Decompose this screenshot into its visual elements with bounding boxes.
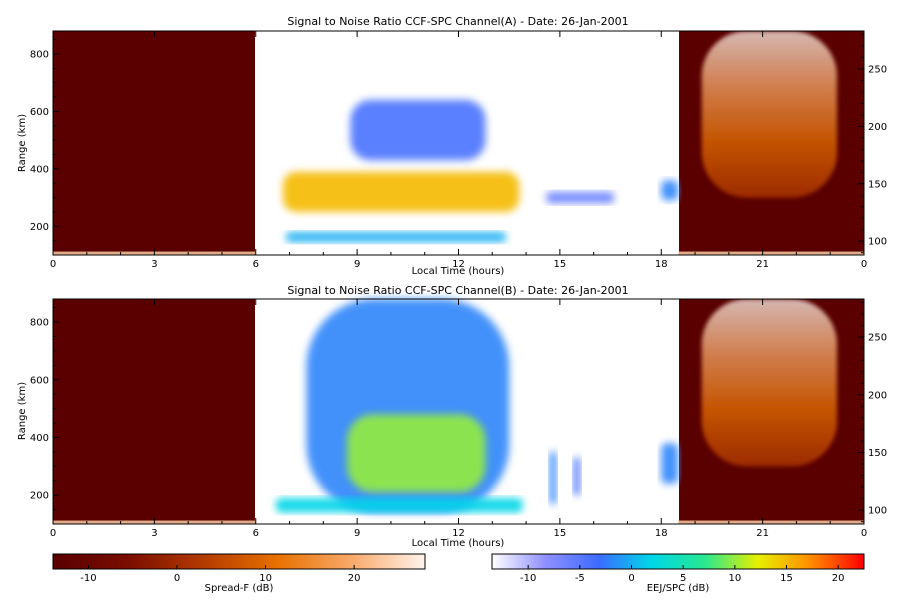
chart-a-ground-band-1: [678, 251, 864, 255]
chart-a: Signal to Noise Ratio CCF-SPC Channel(A)…: [17, 15, 887, 277]
chart-a-y-right-tick-label: 200: [868, 122, 887, 133]
chart-a-x-tick-label: 0: [861, 259, 867, 270]
chart-b-feature-1-1: [346, 414, 486, 493]
chart-a-y-tick-label: 400: [30, 164, 49, 175]
colorbar-eej: -10 -5 0 5 10 15 20 EEJ/SPC (dB): [491, 553, 865, 594]
chart-b-x-tick-label: 6: [253, 528, 259, 539]
chart-b-x-tick-label: 21: [756, 528, 769, 539]
chart-a-y-label: Range (km): [17, 114, 28, 172]
colorbar-eej-strip: [491, 553, 865, 570]
chart-a-x-tick-label: 21: [756, 259, 769, 270]
chart-b-y-axis: 200 400 600 800: [30, 307, 59, 511]
colorbar-tick-label: 20: [348, 573, 361, 584]
chart-a-y-axis: 200 400 600 800: [30, 39, 59, 242]
colorbar-tick-label: 10: [259, 573, 272, 584]
colorbar-tick-label: -10: [80, 573, 96, 584]
colorbar-spreadf: -10 0 10 20 Spread-F (dB): [52, 553, 426, 594]
chart-a-y-tick-label: 600: [30, 107, 49, 118]
chart-a-y-tick-label: 200: [30, 222, 49, 233]
colorbar-tick-label: 10: [728, 573, 741, 584]
chart-a-title: Signal to Noise Ratio CCF-SPC Channel(A)…: [287, 15, 628, 28]
chart-a-spreadf-left-panel: [53, 31, 255, 255]
chart-b-y-tick-label: 800: [30, 318, 49, 329]
chart-b-feature-2-0: [701, 299, 837, 467]
chart-a-plot: [52, 30, 865, 256]
chart-b-x-tick-label: 0: [861, 528, 867, 539]
chart-b-x-tick-label: 9: [354, 528, 360, 539]
colorbar-tick-label: 15: [780, 573, 793, 584]
chart-b-feature-1-3: [549, 451, 557, 504]
chart-b-y-right-tick-label: 150: [868, 448, 887, 459]
chart-b-y-right-tick-label: 100: [868, 506, 887, 517]
chart-a-y-right-tick-label: 250: [868, 64, 887, 75]
chart-a-x-label: Local Time (hours): [412, 266, 505, 277]
colorbar-tick-label: 0: [174, 573, 180, 584]
chart-b-spreadf-left-panel: [53, 299, 255, 524]
chart-a-x-tick-label: 12: [452, 259, 465, 270]
chart-b-x-tick-label: 3: [151, 528, 157, 539]
chart-a-feature-2-0: [701, 31, 837, 198]
chart-b-y-label: Range (km): [17, 382, 28, 440]
chart-b-y-right-axis: 100 150 200 250: [858, 301, 887, 523]
chart-b-plot: [52, 298, 865, 525]
chart-a-y-right-tick-label: 150: [868, 179, 887, 190]
chart-b-y-right-tick-label: 250: [868, 333, 887, 344]
chart-a-feature-1-1: [350, 99, 486, 161]
chart-b-y-tick-label: 400: [30, 433, 49, 444]
chart-a-x-tick-label: 0: [50, 259, 56, 270]
chart-a-feature-1-2: [286, 232, 506, 243]
chart-b-y-right-tick-label: 200: [868, 390, 887, 401]
chart-a-x-tick-label: 6: [253, 259, 259, 270]
colorbar-tick-label: 20: [832, 573, 845, 584]
colorbar-tick-label: 5: [680, 573, 686, 584]
chart-a-feature-1-0: [282, 171, 520, 212]
colorbar-spreadf-strip: [52, 553, 426, 570]
chart-b-feature-1-5: [661, 443, 679, 484]
chart-a-x-tick-label: 15: [554, 259, 567, 270]
chart-a-y-right-tick-label: 100: [868, 237, 887, 248]
colorbar-tick-label: -5: [575, 573, 585, 584]
chart-a-feature-1-4: [661, 180, 679, 201]
chart-b-x-axis: 0 3 6 9 12 15 18 21 0: [50, 299, 867, 539]
colorbar-tick-label: -10: [520, 573, 536, 584]
colorbar-tick-label: 0: [628, 573, 634, 584]
chart-b-x-tick-label: 15: [554, 528, 567, 539]
chart-a-y-right-axis: 100 150 200 250: [858, 33, 887, 254]
chart-b-y-tick-label: 200: [30, 491, 49, 502]
chart-a-x-tick-label: 3: [151, 259, 157, 270]
chart-b-feature-1-4: [573, 457, 581, 496]
chart-b: Signal to Noise Ratio CCF-SPC Channel(B)…: [17, 284, 887, 549]
chart-b-feature-1-2: [276, 498, 523, 513]
chart-a-x-tick-label: 18: [655, 259, 668, 270]
chart-b-x-tick-label: 18: [655, 528, 668, 539]
chart-a-y-tick-label: 800: [30, 49, 49, 60]
chart-b-ground-band-1: [678, 520, 864, 524]
chart-a-feature-1-3: [546, 191, 614, 204]
chart-b-y-tick-label: 600: [30, 375, 49, 386]
chart-b-x-label: Local Time (hours): [412, 538, 505, 549]
chart-b-x-tick-label: 0: [50, 528, 56, 539]
colorbar-spreadf-label: Spread-F (dB): [205, 583, 274, 594]
chart-b-x-tick-label: 12: [452, 528, 465, 539]
chart-a-x-axis: 0 3 6 9 12 15 18 21 0: [50, 31, 867, 270]
colorbar-eej-label: EEJ/SPC (dB): [647, 583, 710, 594]
chart-a-x-tick-label: 9: [354, 259, 360, 270]
chart-b-title: Signal to Noise Ratio CCF-SPC Channel(B)…: [287, 284, 628, 297]
